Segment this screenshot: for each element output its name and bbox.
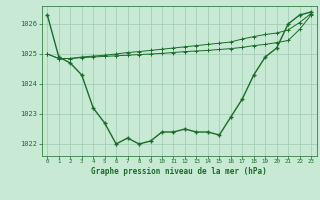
X-axis label: Graphe pression niveau de la mer (hPa): Graphe pression niveau de la mer (hPa) [91, 167, 267, 176]
